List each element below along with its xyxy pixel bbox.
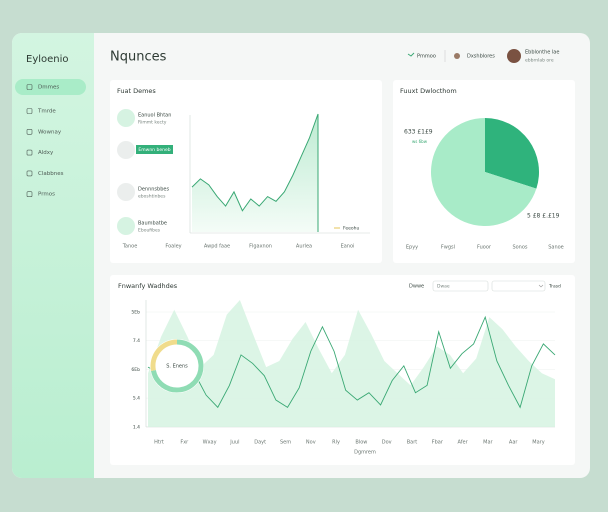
panel-title: Fuat Demes [117,87,156,95]
donut-bg [150,339,204,393]
nav-icon [26,84,33,90]
y-tick-label: 5.4 [133,396,140,402]
x-tick-label: Flgaxnon [249,244,272,250]
nav-icon [26,129,33,135]
y-tick-label: 1.4 [133,424,140,430]
x-tick-label: Sanoe [548,245,564,251]
button[interactable] [136,145,173,154]
x-tick-label: Mar [483,440,493,446]
x-tick-label: Dayt [254,440,266,446]
donut-label: S. Enens [166,364,188,370]
logo: Eyloenio [26,54,69,65]
item-icon [117,183,135,201]
x-tick-label: Sonos [512,245,527,251]
x-tick-label: Foaley [165,244,181,250]
area [192,114,318,232]
y-tick-label: 6Eb [131,367,140,373]
panel [110,80,382,263]
x-tick-label: Blow [355,440,367,446]
pie-slice [485,118,540,189]
x-tick-label: Tanoe [122,244,138,250]
x-tick-label: Eanoi [341,244,355,250]
annotation: ws 6bw [412,139,428,144]
annotation: 633 £1£9 [404,129,433,136]
nav-item[interactable]: Prmos [38,192,55,198]
x-tick-label: Epyy [406,245,418,251]
header-link[interactable]: Pmmoo [417,54,436,60]
x-tick-label: Aurlea [296,244,312,250]
x-tick-label: Htrt [154,440,164,446]
x-tick-label: Mary [532,440,544,446]
item-title: Eanuol Bhtan [138,113,171,119]
x-tick-label: Fxr [180,440,189,446]
x-tick-label: Fuoor [477,245,492,251]
panel-title: Fnwanfy Wadhdes [118,282,178,290]
annotation: 5 £8 £.£19 [527,213,560,220]
nav-item[interactable]: Wownay [38,129,62,135]
avatar[interactable] [507,49,521,63]
x-tick-label: Awpd faae [204,244,230,250]
date-input[interactable] [432,280,489,292]
y-tick-label: 5Eb [131,310,140,316]
item-title: Baumbatbe [138,221,167,227]
sidebar [12,33,94,478]
item-subtitle: eboshtinbes [138,194,166,200]
item-icon [117,109,135,127]
x-tick-label: Rly [332,440,340,446]
item-icon [117,141,135,159]
legend-label: Feeohu [343,226,359,232]
nav-item[interactable]: Clabbnes [38,171,64,177]
nav-item[interactable]: Tmrde [37,109,56,115]
line [191,113,319,232]
x-tick-label: Fbar [432,440,444,446]
item-icon [117,217,135,235]
nav-icon [26,170,33,177]
select[interactable] [491,280,546,292]
nav-item[interactable]: Aldxy [38,150,54,156]
user-subtitle: ebbrnlab ore [525,58,554,64]
item-title: Dennnsbbes [138,187,169,193]
x-tick-label: Wxay [203,440,217,446]
header-link[interactable]: Dxshblores [467,54,495,60]
x-tick-label: Afer [458,440,469,446]
nav-icon [26,108,33,114]
area [148,300,555,427]
y-tick-label: 7.4 [133,338,140,344]
nav-active[interactable] [15,79,86,95]
x-tick-label: Sem [280,440,291,446]
x-axis-title: Dgmrem [354,450,376,456]
item-subtitle: Rimmt kecty [138,120,167,126]
icon [454,53,460,59]
icon [538,284,544,288]
control-label[interactable]: Trasd [548,284,561,290]
page-title: Nqunces [110,50,167,65]
x-tick-label: Bart [407,440,418,446]
x-tick-label: Juul [229,440,239,446]
user-name: Ebblonthe lae [525,50,559,56]
pie-slice [431,118,537,226]
x-tick-label: Dov [382,440,392,446]
donut-segment [150,339,178,371]
nav-icon [26,191,33,197]
x-tick-label: Fwgsl [441,245,455,251]
nav-icon [26,149,33,156]
line [147,315,556,409]
nav-item[interactable]: Dmmes [38,85,59,91]
x-tick-label: Aar [509,440,518,446]
donut-segment [150,339,204,393]
item-subtitle: Eboufibes [138,228,161,234]
input-text[interactable]: Dwae [437,284,450,290]
icon [407,52,415,57]
button-label[interactable]: Emwnn beneb [138,147,170,153]
control-label: Dwwe [409,284,424,290]
x-tick-label: Nov [306,440,316,446]
panel-title: Fuuxt Dwlocthom [400,87,457,95]
